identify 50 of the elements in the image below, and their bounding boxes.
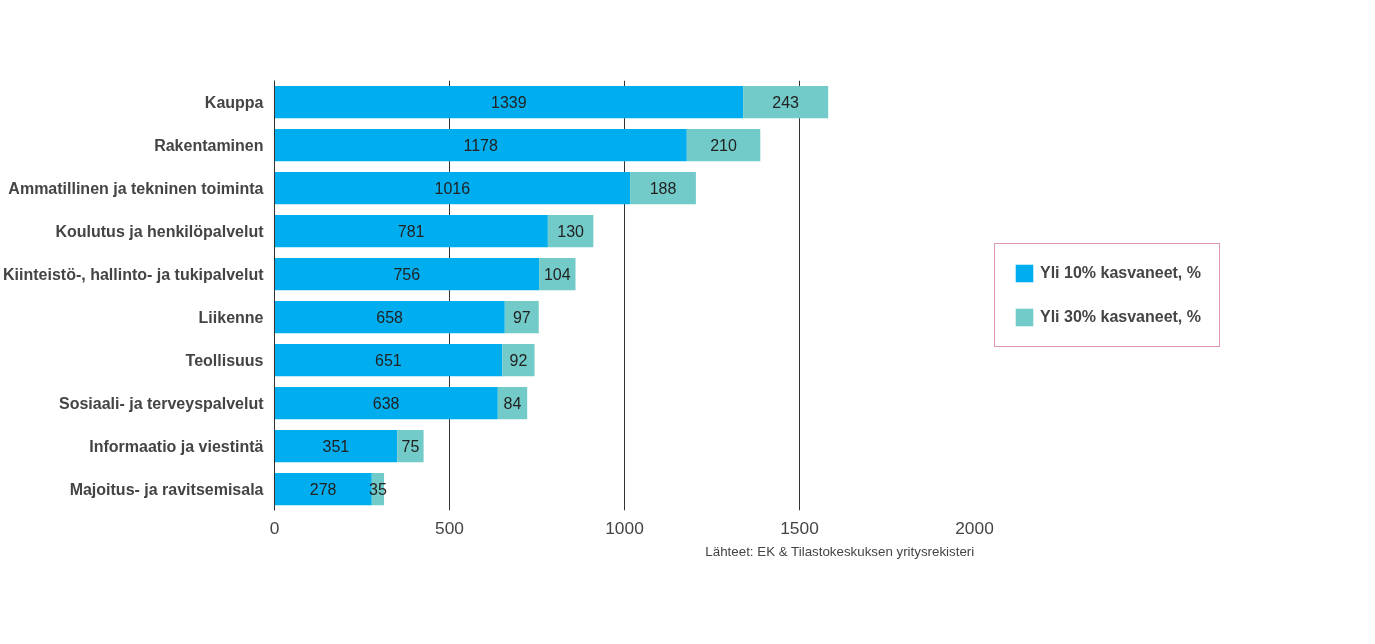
y-tick-label: Majoitus- ja ravitsemisala <box>69 480 264 498</box>
data-label: 243 <box>772 94 800 111</box>
bar <box>686 128 761 162</box>
data-label: 188 <box>649 180 677 197</box>
bar <box>630 171 696 205</box>
text: Lähteet: EK & Tilastokeskuksen yritysrekisteri <box>705 543 975 559</box>
x-tick-label: 2000 <box>955 517 994 538</box>
data-label: 210 <box>710 137 737 154</box>
data-label: 1178 <box>463 137 498 154</box>
x-tick-label: 1500 <box>780 517 819 538</box>
bar <box>274 429 398 463</box>
y-tick-label: Kiinteistö-, hallinto- ja tukipalvelut <box>3 265 265 283</box>
x-tick-label: 0 <box>269 517 280 538</box>
y-tick-label: Teollisuus <box>185 351 264 369</box>
data-label: 1016 <box>434 180 471 197</box>
bar <box>274 85 744 119</box>
data-label: 130 <box>557 223 585 240</box>
bar <box>274 386 498 420</box>
data-label: 75 <box>401 438 420 455</box>
legend-label: Yli 10% kasvaneet, % <box>1040 264 1201 282</box>
data-label: 92 <box>509 352 528 369</box>
data-label: 781 <box>397 223 425 240</box>
data-label: 658 <box>376 309 404 326</box>
x-tick-label: 1000 <box>605 517 644 538</box>
bar <box>397 429 424 463</box>
y-tick-label: Rakentaminen <box>154 136 264 154</box>
x-tick-label: 500 <box>435 517 464 538</box>
y-tick-label: Sosiaali- ja terveyspalvelut <box>58 394 265 412</box>
data-label: 278 <box>309 481 337 498</box>
bar <box>274 257 540 291</box>
bar <box>274 128 687 162</box>
data-label: 756 <box>393 266 421 283</box>
data-label: 1339 <box>491 94 527 111</box>
data-label: 104 <box>543 266 571 283</box>
legend-label: Yli 30% kasvaneet, % <box>1040 308 1201 326</box>
y-tick-label: Ammatillinen ja tekninen toiminta <box>8 179 264 197</box>
bar <box>743 85 829 119</box>
y-tick-label: Kauppa <box>204 93 264 111</box>
data-label: 84 <box>503 395 522 412</box>
y-tick-label: Liikenne <box>198 308 264 326</box>
y-tick-label: Informaatio ja viestintä <box>89 437 264 455</box>
y-tick-label: Koulutus ja henkilöpalvelut <box>55 222 265 240</box>
bar <box>274 343 503 377</box>
data-label: 651 <box>375 352 402 369</box>
data-label: 97 <box>512 309 531 326</box>
bar <box>274 214 548 248</box>
bar <box>274 300 505 334</box>
data-label: 638 <box>372 395 400 412</box>
data-label: 351 <box>322 438 350 455</box>
bar <box>274 171 631 205</box>
